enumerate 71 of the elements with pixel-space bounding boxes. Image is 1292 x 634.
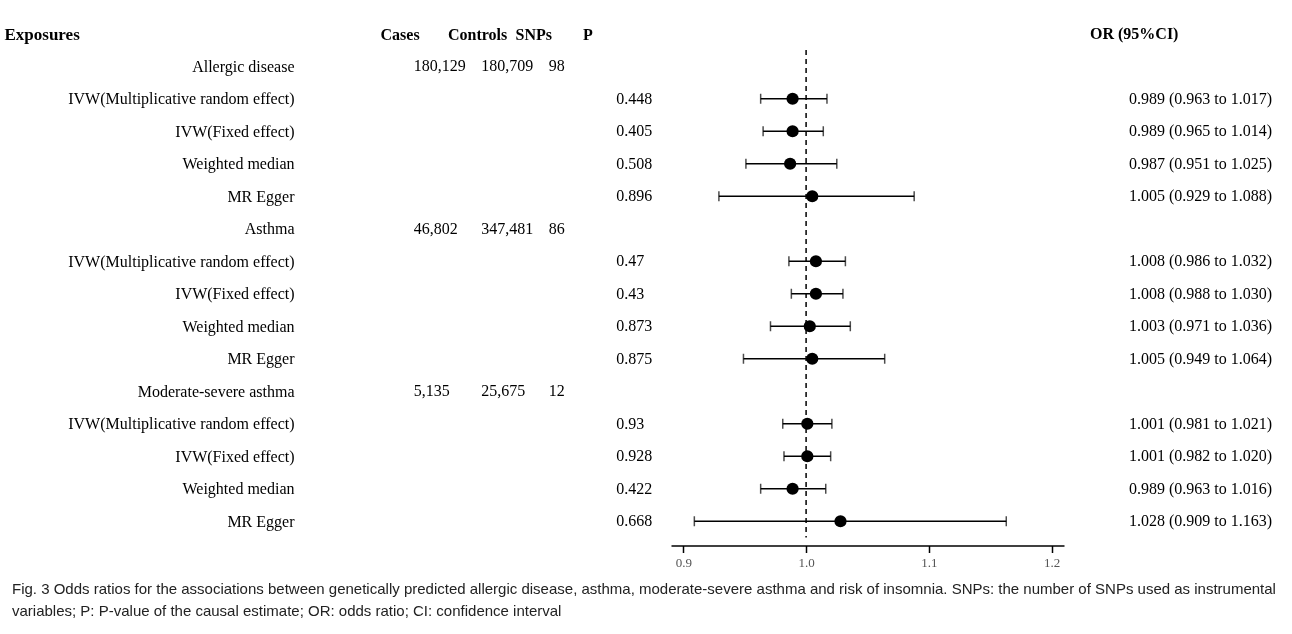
text: 0.93	[616, 414, 645, 432]
data-label: 1.003 (0.971 to 1.036)	[1128, 317, 1272, 336]
y-tick-label: IVW(Fixed effect)	[175, 122, 295, 141]
data-label: 0.987 (0.951 to 1.025)	[1128, 154, 1272, 173]
text: 0.668	[616, 512, 653, 530]
text: 0.47	[616, 252, 645, 270]
text: 0.43	[616, 284, 645, 302]
caption: Fig. 3 Odds ratios for the associations between genetically predicted allergic disease, asthma, moderate-severe asthma and risk of insomnia. SNPs: the number of SNPs used as instrumental variables; P: P-value of the causal estimate; OR: odds ratio; CI: confidence interval	[12, 579, 1277, 621]
point	[786, 482, 799, 495]
y-tick-label: MR Egger	[227, 350, 296, 369]
x-tick-label: 1.1	[921, 555, 938, 570]
text: 98	[548, 57, 565, 75]
point	[806, 190, 819, 203]
y-tick-label: Moderate-severe asthma	[137, 382, 295, 400]
x-tick-label: 0.9	[675, 555, 692, 570]
y-tick-label: Asthma	[244, 220, 295, 238]
point	[809, 255, 823, 268]
text: 0.928	[616, 447, 653, 465]
x-tick-label: SNPs	[515, 25, 552, 43]
x-tick-label: P	[583, 25, 593, 43]
text: 0.448	[616, 89, 653, 107]
point	[803, 320, 816, 333]
y-tick-label: Weighted median	[182, 155, 295, 174]
data-label: 1.005 (0.929 to 1.088)	[1128, 187, 1272, 206]
data-label: 1.008 (0.988 to 1.030)	[1128, 284, 1272, 303]
y-tick-label: IVW(Multiplicative random effect)	[68, 90, 295, 109]
x-tick-label: 1.2	[1044, 555, 1061, 570]
y-tick-label: Allergic disease	[192, 57, 295, 76]
y2-axis-title: OR (95%CI)	[1090, 25, 1179, 43]
point	[786, 92, 799, 105]
text: 0.896	[616, 187, 653, 205]
x-tick-label: 1.0	[798, 555, 815, 570]
y-tick-label: MR Egger	[227, 512, 296, 531]
text: 25,675	[481, 382, 526, 400]
data-label: 1.005 (0.949 to 1.064)	[1128, 349, 1272, 368]
text: 46,802	[413, 219, 458, 237]
x-tick-label: Controls	[448, 25, 508, 43]
text: 5,135	[413, 382, 450, 400]
point	[801, 450, 814, 463]
data-label: 1.001 (0.982 to 1.020)	[1128, 447, 1272, 466]
point	[834, 515, 847, 528]
y-tick-label: MR Egger	[227, 187, 296, 206]
y-tick-label: Weighted median	[182, 317, 295, 336]
text: 0.873	[616, 317, 653, 335]
point	[801, 417, 814, 430]
data-label: 0.989 (0.963 to 1.016)	[1128, 479, 1272, 498]
text: 180,129	[413, 57, 466, 75]
text: 0.405	[616, 122, 653, 140]
point	[786, 125, 799, 138]
point	[784, 157, 797, 170]
data-label: 0.989 (0.965 to 1.014)	[1128, 122, 1272, 141]
text: 347,481	[481, 219, 534, 237]
data-label: 1.001 (0.981 to 1.021)	[1128, 414, 1272, 433]
data-label: 1.028 (0.909 to 1.163)	[1128, 512, 1272, 531]
data-label: 1.008 (0.986 to 1.032)	[1128, 252, 1272, 271]
text: 0.875	[616, 349, 653, 367]
text: 0.422	[616, 479, 653, 497]
text: 180,709	[481, 57, 534, 75]
x-tick-label: Cases	[380, 25, 420, 43]
point	[809, 287, 823, 300]
text: 0.508	[616, 154, 653, 172]
point	[806, 352, 819, 365]
y-tick-label: IVW(Fixed effect)	[175, 447, 295, 466]
y-axis-title: Exposures	[4, 24, 81, 44]
text: 12	[548, 382, 565, 400]
y-tick-label: IVW(Fixed effect)	[175, 285, 295, 304]
y-tick-label: Weighted median	[182, 480, 295, 499]
y-tick-label: IVW(Multiplicative random effect)	[68, 415, 295, 434]
data-label: 0.989 (0.963 to 1.017)	[1128, 89, 1272, 108]
text: 86	[548, 219, 565, 237]
y-tick-label: IVW(Multiplicative random effect)	[68, 252, 295, 271]
